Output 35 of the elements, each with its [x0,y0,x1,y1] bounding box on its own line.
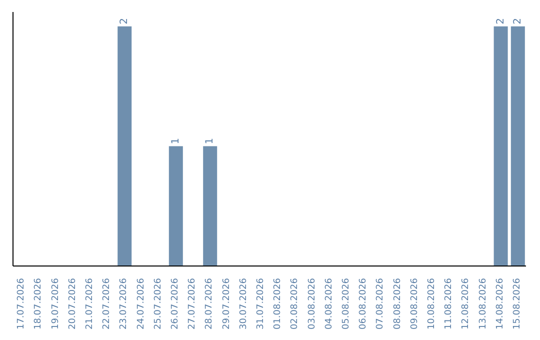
x-tick-label: 04.08.2026 [324,278,334,330]
x-tick-label: 07.08.2026 [376,278,386,330]
x-tick-label: 14.08.2026 [495,278,506,330]
x-tick-label: 31.07.2026 [256,278,266,330]
x-tick-label: 18.07.2026 [34,278,44,330]
x-tick-label: 30.07.2026 [238,278,249,330]
x-tick-label: 13.08.2026 [478,278,488,330]
x-tick-label: 26.07.2026 [170,278,180,330]
data-label: 2 [495,18,506,24]
x-tick-label: 08.08.2026 [392,278,403,330]
x-tick-label: 10.08.2026 [426,278,437,330]
data-label: 2 [512,18,524,24]
x-tick-label: 11.08.2026 [444,278,454,330]
x-tick-label: 15.08.2026 [512,278,522,330]
x-tick-label: 03.08.2026 [307,278,318,330]
x-tick-label: 17.07.2026 [16,278,27,330]
x-tick-label: 06.08.2026 [358,278,369,330]
x-tick-label: 09.08.2026 [410,278,420,330]
x-tick-label: 24.07.2026 [136,278,146,330]
x-tick-label: 19.07.2026 [50,278,61,330]
data-label: 1 [204,138,216,144]
x-tick-label: 20.07.2026 [68,278,78,330]
x-tick-label: 22.07.2026 [102,278,112,330]
data-label: 2 [119,18,130,24]
x-tick-label: 29.07.2026 [222,278,232,330]
x-tick-label: 12.08.2026 [461,278,472,330]
x-tick-label: 23.07.2026 [119,278,130,330]
x-tick-label: 01.08.2026 [273,278,284,330]
x-tick-label: 25.07.2026 [153,278,164,330]
data-label: 1 [170,138,182,144]
x-tick-label: 28.07.2026 [204,278,215,330]
x-tick-label: 21.07.2026 [84,278,95,330]
x-tick-label: 05.08.2026 [341,278,352,330]
x-tick-label: 02.08.2026 [290,278,300,330]
x-tick-label: 27.07.2026 [188,278,198,330]
